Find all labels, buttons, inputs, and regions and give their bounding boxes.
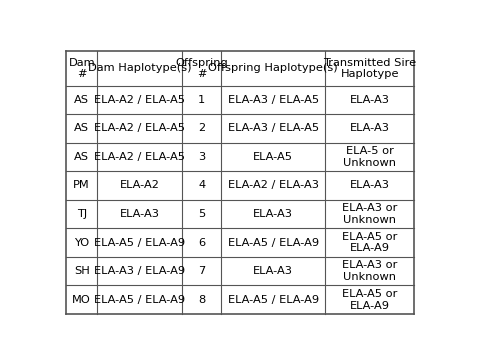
Text: ELA-A3: ELA-A3 [350, 181, 390, 191]
Text: ELA-A3 or
Unknown: ELA-A3 or Unknown [342, 260, 398, 282]
Text: ELA-A3 / ELA-A9: ELA-A3 / ELA-A9 [94, 266, 185, 276]
Text: ELA-A5 or
ELA-A9: ELA-A5 or ELA-A9 [342, 289, 398, 311]
Text: TJ: TJ [76, 209, 87, 219]
Text: 7: 7 [198, 266, 205, 276]
Text: ELA-5 or
Unknown: ELA-5 or Unknown [343, 146, 396, 168]
Text: AS: AS [74, 95, 89, 105]
Text: ELA-A5 / ELA-A9: ELA-A5 / ELA-A9 [94, 295, 185, 305]
Text: ELA-A5 / ELA-A9: ELA-A5 / ELA-A9 [94, 238, 185, 248]
Text: Dam Haplotype(s): Dam Haplotype(s) [88, 64, 192, 74]
Text: ELA-A5: ELA-A5 [253, 152, 293, 162]
Text: MO: MO [72, 295, 91, 305]
Text: AS: AS [74, 123, 89, 133]
Text: PM: PM [73, 181, 90, 191]
Text: ELA-A2 / ELA-A5: ELA-A2 / ELA-A5 [94, 95, 185, 105]
Text: ELA-A3: ELA-A3 [350, 95, 390, 105]
Text: ELA-A3: ELA-A3 [253, 266, 293, 276]
Text: ELA-A5 / ELA-A9: ELA-A5 / ELA-A9 [228, 295, 319, 305]
Text: 1: 1 [198, 95, 205, 105]
Text: ELA-A2 / ELA-A3: ELA-A2 / ELA-A3 [228, 181, 319, 191]
Text: SH: SH [74, 266, 90, 276]
Text: ELA-A3: ELA-A3 [350, 123, 390, 133]
Text: ELA-A3: ELA-A3 [120, 209, 160, 219]
Text: Transmitted Sire
Haplotype: Transmitted Sire Haplotype [323, 58, 416, 79]
Text: Offspring
#: Offspring # [175, 58, 228, 79]
Text: ELA-A2: ELA-A2 [120, 181, 160, 191]
Text: ELA-A5 or
ELA-A9: ELA-A5 or ELA-A9 [342, 232, 398, 253]
Text: ELA-A2 / ELA-A5: ELA-A2 / ELA-A5 [94, 123, 185, 133]
Text: ELA-A3 / ELA-A5: ELA-A3 / ELA-A5 [228, 95, 319, 105]
Text: ELA-A3 / ELA-A5: ELA-A3 / ELA-A5 [228, 123, 319, 133]
Text: 8: 8 [198, 295, 205, 305]
Text: ELA-A3: ELA-A3 [253, 209, 293, 219]
Text: Offspring Haplotype(s): Offspring Haplotype(s) [208, 64, 338, 74]
Text: 3: 3 [198, 152, 205, 162]
Text: 5: 5 [198, 209, 205, 219]
Text: ELA-A2 / ELA-A5: ELA-A2 / ELA-A5 [94, 152, 185, 162]
Text: Dam
#: Dam # [68, 58, 95, 79]
Text: ELA-A5 / ELA-A9: ELA-A5 / ELA-A9 [228, 238, 319, 248]
Text: 4: 4 [198, 181, 205, 191]
Text: 2: 2 [198, 123, 205, 133]
Text: 6: 6 [198, 238, 205, 248]
Text: AS: AS [74, 152, 89, 162]
Text: YO: YO [74, 238, 89, 248]
Text: ELA-A3 or
Unknown: ELA-A3 or Unknown [342, 203, 398, 225]
